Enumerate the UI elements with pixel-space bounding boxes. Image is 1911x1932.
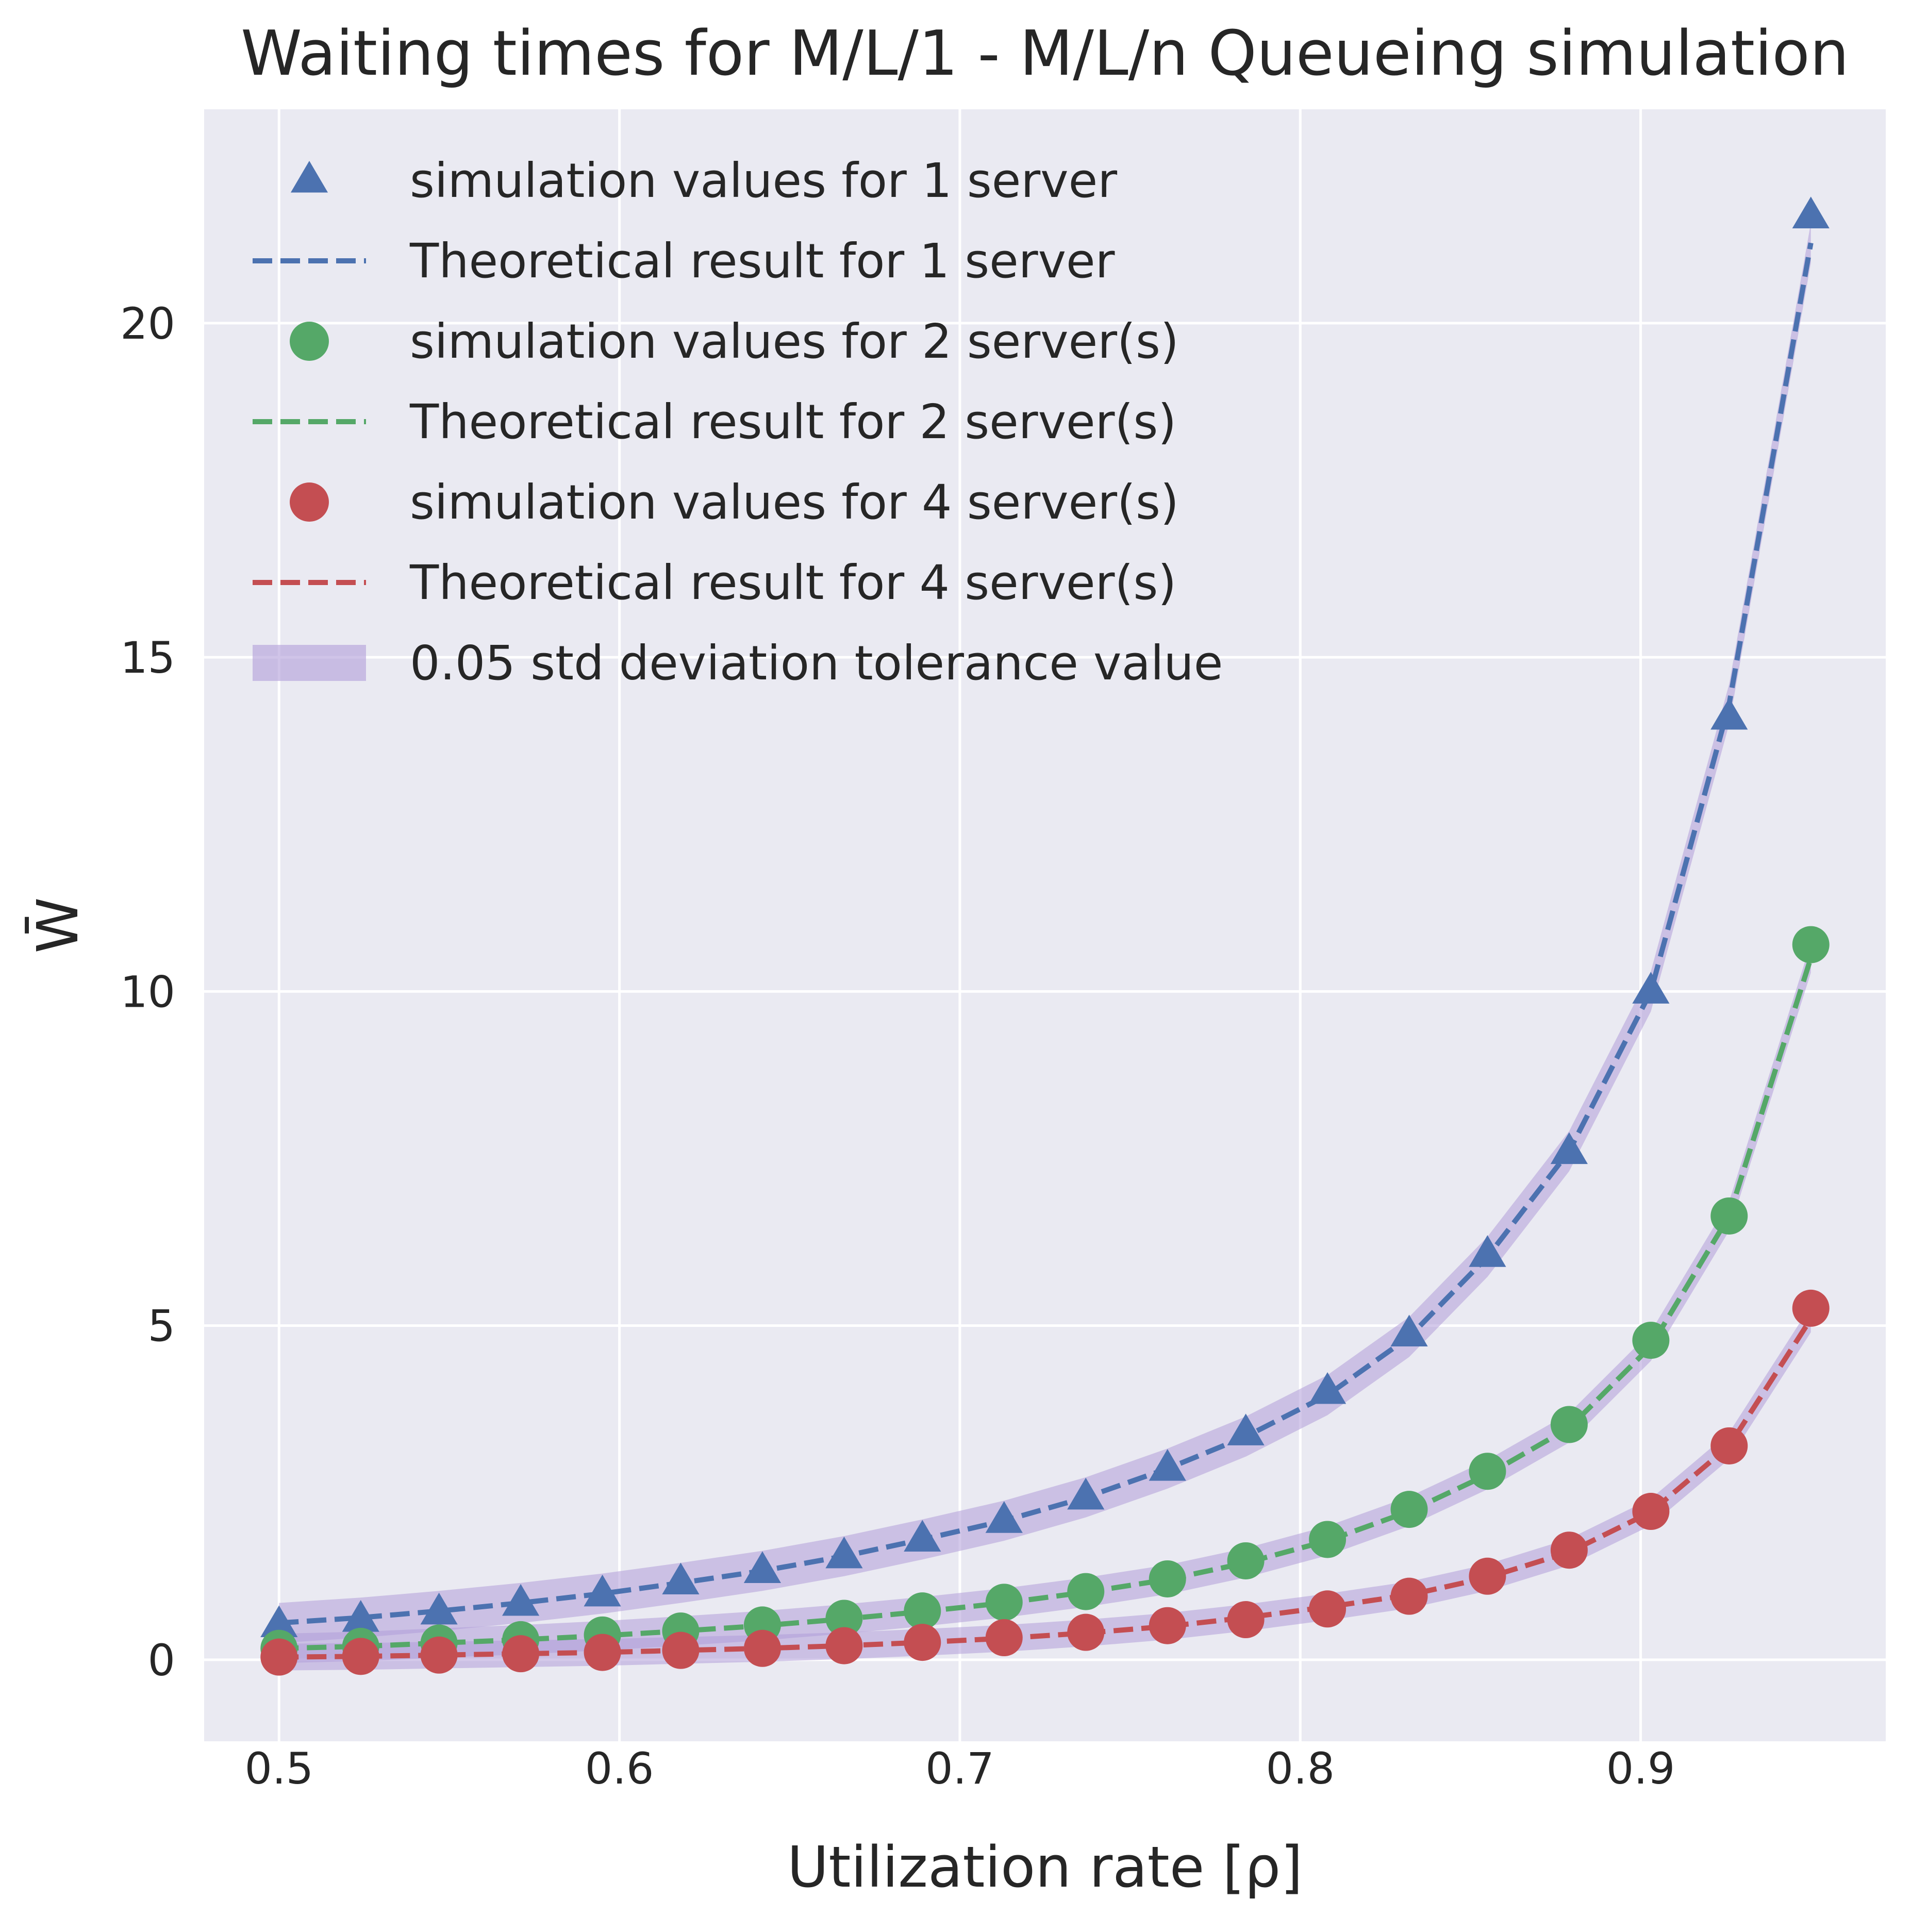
legend-entry: simulation values for 1 server <box>290 153 1117 208</box>
circle-marker <box>1710 1427 1748 1464</box>
triangle-marker <box>1390 1314 1428 1347</box>
legend-entry: 0.05 std deviation tolerance value <box>253 636 1223 691</box>
triangle-marker <box>1469 1235 1506 1267</box>
circle-marker <box>825 1627 863 1664</box>
circle-marker <box>1309 1521 1347 1558</box>
legend-circle-icon <box>290 322 329 361</box>
x-tick-label: 0.8 <box>1266 1743 1335 1794</box>
circle-marker <box>1067 1573 1105 1610</box>
x-tick-label: 0.6 <box>585 1743 654 1794</box>
triangle-marker <box>1632 972 1670 1004</box>
legend-entry: Theoretical result for 1 server <box>253 234 1115 289</box>
simulation-markers <box>260 196 1830 1676</box>
circle-marker <box>1632 1493 1670 1530</box>
legend-triangle-icon <box>290 161 328 193</box>
triangle-marker <box>260 1605 298 1637</box>
x-axis-label: Utilization rate [ρ] <box>787 1834 1303 1900</box>
y-tick-label: 5 <box>148 1301 175 1352</box>
legend-label: 0.05 std deviation tolerance value <box>410 636 1223 691</box>
circle-marker <box>1067 1613 1105 1651</box>
legend-label: simulation values for 4 server(s) <box>410 475 1179 530</box>
x-tick-label: 0.7 <box>925 1743 994 1794</box>
y-grid <box>204 322 1886 1661</box>
legend-circle-icon <box>290 482 329 522</box>
x-tick-label: 0.5 <box>244 1743 313 1794</box>
circle-marker <box>1550 1531 1588 1569</box>
circle-marker <box>743 1629 781 1667</box>
legend-band-swatch <box>253 645 366 681</box>
circle-marker <box>825 1600 863 1637</box>
legend-entry: Theoretical result for 2 server(s) <box>253 394 1176 449</box>
circle-marker <box>584 1634 621 1671</box>
legend-label: Theoretical result for 2 server(s) <box>409 394 1176 449</box>
circle-marker <box>420 1636 458 1674</box>
triangle-marker <box>1710 697 1748 730</box>
circle-marker <box>1792 1289 1830 1327</box>
y-axis-label: W̄ <box>25 897 91 954</box>
circle-marker <box>1792 926 1830 963</box>
legend-label: Theoretical result for 1 server <box>409 234 1115 289</box>
plot-background <box>204 109 1886 1741</box>
circle-marker <box>1469 1453 1506 1490</box>
circle-marker <box>662 1631 700 1669</box>
circle-marker <box>1149 1607 1186 1644</box>
circle-marker <box>502 1635 540 1673</box>
legend: simulation values for 1 server Theoretica… <box>253 153 1223 691</box>
circle-marker <box>1632 1322 1670 1359</box>
x-tick-label: 0.9 <box>1606 1743 1675 1794</box>
y-tick-label: 20 <box>120 298 175 349</box>
legend-label: simulation values for 2 server(s) <box>410 314 1179 369</box>
y-tick-labels: 0 5 10 15 20 <box>120 298 175 1686</box>
triangle-marker <box>584 1574 621 1607</box>
triangle-marker <box>420 1592 458 1625</box>
theoretical-result-for-1-server-line <box>278 242 1814 1626</box>
tolerance-band <box>279 1305 1811 1671</box>
triangle-marker <box>904 1520 941 1552</box>
circle-marker <box>1469 1557 1506 1595</box>
chart-title: Waiting times for M/L/1 - M/L/n Queueing… <box>241 18 1849 90</box>
circle-marker <box>1710 1197 1748 1235</box>
circle-marker <box>1149 1560 1186 1597</box>
triangle-marker <box>662 1562 700 1594</box>
circle-marker <box>1227 1542 1265 1579</box>
circle-marker <box>1390 1491 1428 1528</box>
x-tick-labels: 0.5 0.6 0.7 0.8 0.9 <box>244 1743 1675 1794</box>
circle-marker <box>1390 1577 1428 1615</box>
triangle-marker <box>1067 1477 1105 1510</box>
legend-entry: simulation values for 2 server(s) <box>290 314 1179 369</box>
y-tick-label: 10 <box>120 967 175 1017</box>
legend-label: Theoretical result for 4 server(s) <box>409 555 1176 610</box>
y-tick-label: 0 <box>148 1635 175 1686</box>
triangle-marker <box>825 1536 863 1569</box>
triangle-marker <box>743 1551 782 1583</box>
circle-marker <box>904 1624 941 1661</box>
legend-label: simulation values for 1 server <box>410 153 1117 208</box>
legend-entry: Theoretical result for 4 server(s) <box>253 555 1176 610</box>
y-tick-label: 15 <box>120 632 175 683</box>
circle-marker <box>342 1638 379 1675</box>
legend-entry: simulation values for 4 server(s) <box>290 475 1179 530</box>
circle-marker <box>1227 1601 1265 1639</box>
triangle-marker <box>1227 1413 1265 1445</box>
triangle-marker <box>1149 1449 1186 1481</box>
tolerance-bands <box>279 223 1811 1671</box>
circle-marker <box>904 1592 941 1630</box>
circle-marker <box>985 1584 1023 1621</box>
circle-marker <box>985 1619 1023 1657</box>
triangle-marker <box>985 1501 1023 1533</box>
triangle-marker <box>342 1600 379 1632</box>
circle-marker <box>1550 1406 1588 1443</box>
triangle-marker <box>502 1584 540 1616</box>
circle-marker <box>260 1638 298 1676</box>
x-grid <box>277 109 1642 1741</box>
triangle-marker <box>1792 196 1830 228</box>
triangle-marker <box>1308 1372 1347 1404</box>
triangle-marker <box>1550 1132 1588 1164</box>
circle-marker <box>1309 1590 1347 1628</box>
